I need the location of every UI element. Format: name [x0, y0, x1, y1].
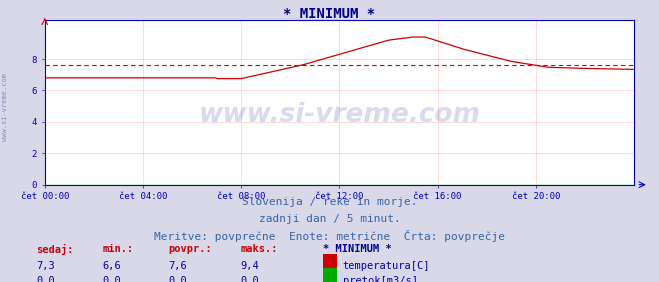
Text: 0,0: 0,0: [241, 276, 259, 282]
Text: sedaj:: sedaj:: [36, 244, 74, 255]
Text: 9,4: 9,4: [241, 261, 259, 271]
Text: 0,0: 0,0: [36, 276, 55, 282]
Text: www.si-vreme.com: www.si-vreme.com: [198, 102, 480, 128]
Text: temperatura[C]: temperatura[C]: [343, 261, 430, 271]
Text: pretok[m3/s]: pretok[m3/s]: [343, 276, 418, 282]
Text: 6,6: 6,6: [102, 261, 121, 271]
Text: 0,0: 0,0: [102, 276, 121, 282]
Text: www.si-vreme.com: www.si-vreme.com: [2, 73, 9, 141]
Text: min.:: min.:: [102, 244, 133, 254]
Text: 0,0: 0,0: [168, 276, 186, 282]
Text: maks.:: maks.:: [241, 244, 278, 254]
Text: povpr.:: povpr.:: [168, 244, 212, 254]
Text: * MINIMUM *: * MINIMUM *: [323, 244, 391, 254]
Text: 7,3: 7,3: [36, 261, 55, 271]
Text: 7,6: 7,6: [168, 261, 186, 271]
Text: Meritve: povprečne  Enote: metrične  Črta: povprečje: Meritve: povprečne Enote: metrične Črta:…: [154, 230, 505, 242]
Text: Slovenija / reke in morje.: Slovenija / reke in morje.: [242, 197, 417, 207]
Text: * MINIMUM *: * MINIMUM *: [283, 7, 376, 21]
Text: zadnji dan / 5 minut.: zadnji dan / 5 minut.: [258, 214, 401, 224]
